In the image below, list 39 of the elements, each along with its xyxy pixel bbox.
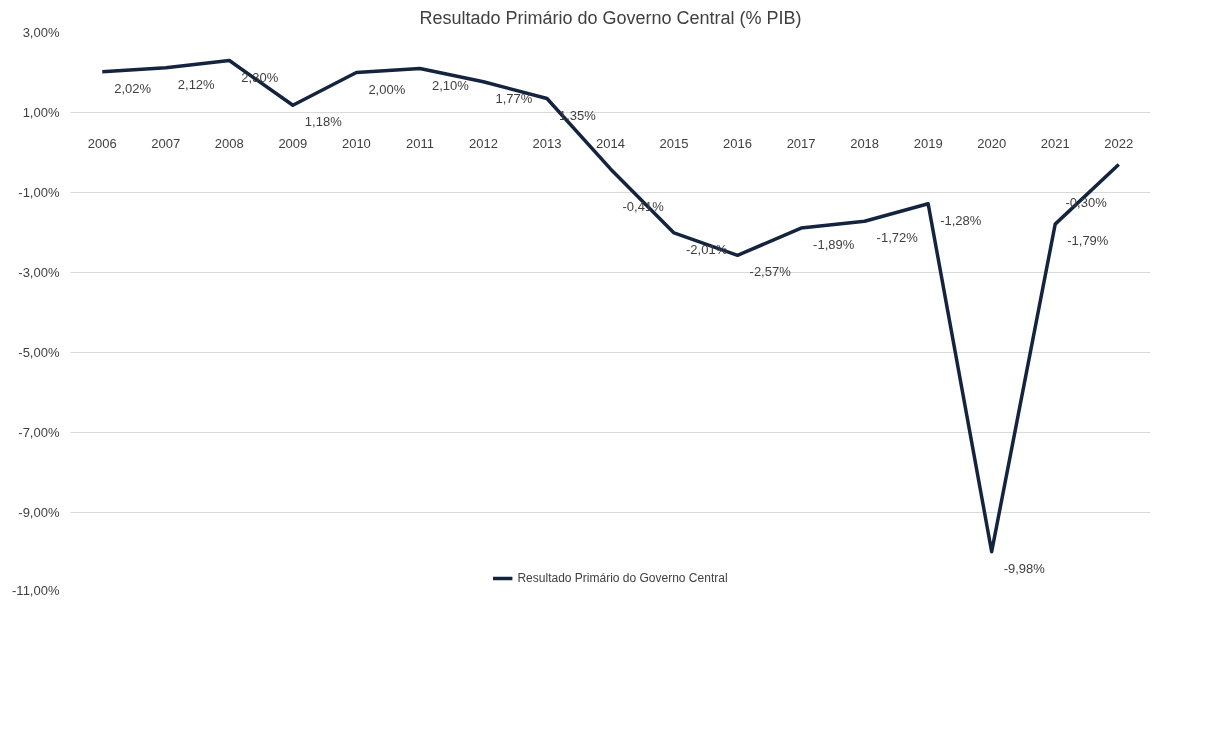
x-tick-label: 2006 <box>87 135 117 151</box>
y-tick-label: -3,00% <box>18 265 60 280</box>
data-label: -2,57% <box>749 264 792 280</box>
x-tick-label: 2007 <box>151 135 181 151</box>
x-tick-label: 2009 <box>278 135 308 151</box>
y-tick-label: -11,00% <box>12 582 60 598</box>
x-tick-label: 2021 <box>1040 135 1070 151</box>
y-tick-label: -9,00% <box>18 505 60 520</box>
x-tick-label: 2010 <box>341 135 371 151</box>
x-tick-label: 2012 <box>468 135 498 151</box>
data-label: -1,72% <box>876 230 919 246</box>
y-tick-label: -7,00% <box>18 425 60 440</box>
legend-label: Resultado Primário do Governo Central <box>517 571 728 585</box>
x-tick-label: 2020 <box>977 135 1007 151</box>
x-tick-label: 2008 <box>214 135 244 151</box>
x-tick-label: 2018 <box>850 135 880 151</box>
y-tick-label: -5,00% <box>18 345 60 360</box>
data-label: -1,28% <box>940 212 982 228</box>
y-tick-label: 3,00% <box>22 25 60 40</box>
data-label: 2,02% <box>114 80 152 96</box>
x-tick-label: 2013 <box>532 135 562 151</box>
x-tick-label: 2022 <box>1104 135 1134 151</box>
data-label: 1,77% <box>495 90 533 106</box>
x-tick-label: 2017 <box>786 135 816 151</box>
data-label: -1,79% <box>1067 233 1109 249</box>
x-tick-label: 2014 <box>596 135 625 151</box>
data-label: 2,12% <box>177 76 216 92</box>
data-label: 1,18% <box>304 114 343 130</box>
data-label: -9,98% <box>1003 560 1046 576</box>
data-label: 2,00% <box>368 81 406 97</box>
x-tick-label: 2019 <box>913 135 943 151</box>
x-tick-label: 2016 <box>723 135 753 151</box>
data-label: 2,10% <box>431 77 470 93</box>
data-label: -1,89% <box>813 237 855 253</box>
x-tick-label: 2015 <box>659 135 689 151</box>
y-tick-label: 1,00% <box>22 105 60 120</box>
chart-title: Resultado Primário do Governo Central (% PIB) <box>419 7 802 28</box>
y-tick-label: -1,00% <box>18 185 60 200</box>
x-tick-label: 2011 <box>405 135 434 151</box>
